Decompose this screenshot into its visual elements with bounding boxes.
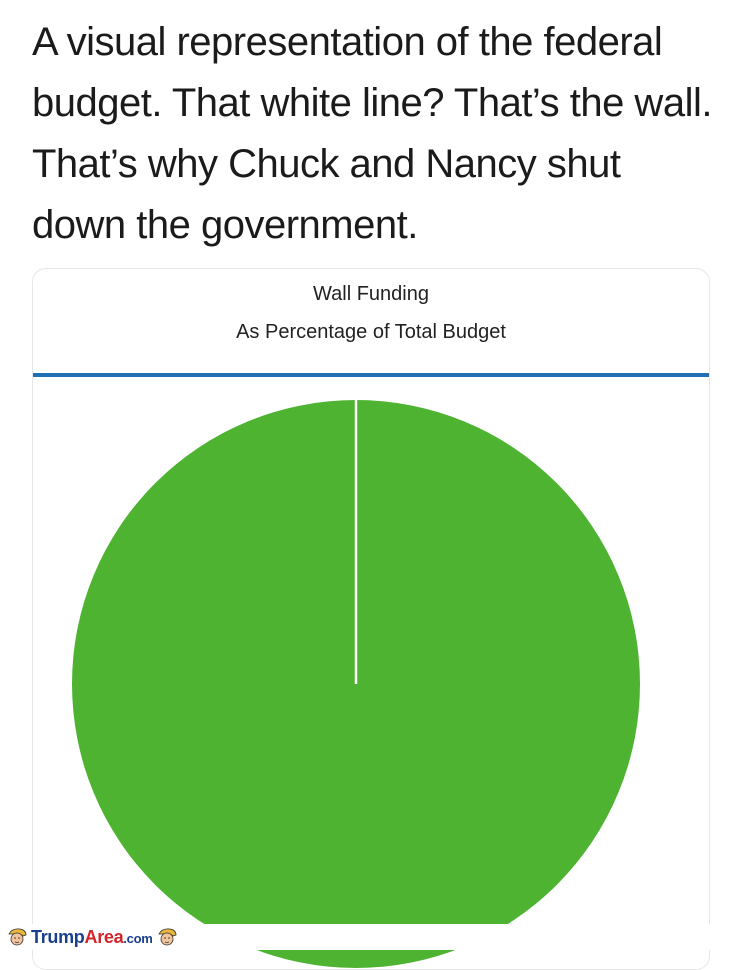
- post-caption: A visual representation of the federal b…: [32, 20, 712, 247]
- trumparea-logo: TrumpArea.com: [6, 927, 178, 947]
- chart-subtitle: As Percentage of Total Budget: [236, 321, 506, 343]
- brand-wordmark: TrumpArea.com: [31, 926, 153, 947]
- cartoon-head-icon-right: [157, 928, 176, 946]
- chart-card: Wall Funding As Percentage of Total Budg…: [32, 268, 710, 970]
- pie-chart: [72, 400, 640, 968]
- watermark-bar: [0, 924, 740, 950]
- chart-title: Wall Funding: [313, 283, 429, 305]
- cartoon-head-icon: [8, 928, 27, 946]
- chart-header-rule: [33, 373, 709, 377]
